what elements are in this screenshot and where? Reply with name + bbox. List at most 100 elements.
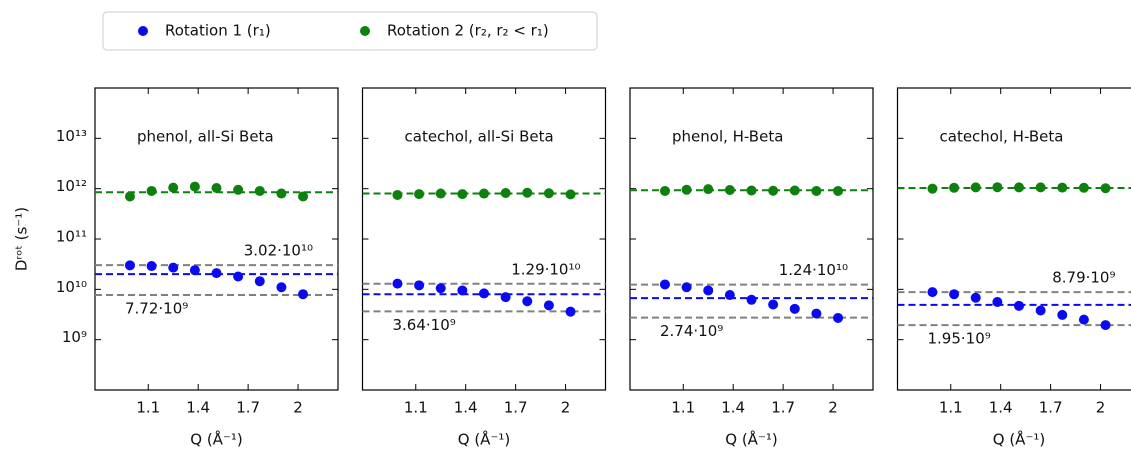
point [681,282,692,293]
x-tick-label: 1.4 [186,399,210,417]
point [1035,305,1046,316]
panel-title: phenol, H-Beta [672,128,783,146]
point [414,189,425,200]
x-tick-label: 2 [293,399,303,417]
point [414,280,425,291]
point [254,276,265,287]
point [565,189,576,200]
point [276,282,287,293]
bound-label: 1.95·10⁹ [928,330,991,348]
x-tick-label: 1.1 [404,399,428,417]
legend-label: Rotation 2 (r₂, r₂ < r₁) [387,22,549,40]
panel-title: catechol, all-Si Beta [405,128,554,146]
x-tick-label: 2 [561,399,571,417]
legend-box [102,11,598,51]
point [949,289,960,300]
point [479,188,489,199]
point [1057,309,1068,320]
point [500,188,511,199]
y-tick-label: 10¹² [56,177,87,195]
point [1057,182,1068,193]
point [146,185,157,196]
x-axis-label: Q (Å⁻¹) [993,430,1045,449]
point [479,288,489,299]
x-axis-label: Q (Å⁻¹) [458,430,510,449]
point [189,265,200,276]
point [168,182,179,193]
point [833,312,844,323]
point [927,183,938,194]
point [746,294,757,305]
point [1014,300,1024,311]
point [168,262,179,273]
point [457,285,468,296]
point [681,184,692,195]
point [500,292,511,303]
bound-label: 2.74·10⁹ [660,322,723,340]
x-axis-label: Q (Å⁻¹) [190,430,242,449]
point [724,290,735,301]
point [189,181,200,192]
bound-label: 1.24·10¹⁰ [779,261,848,279]
legend-label: Rotation 1 (r₁) [165,22,271,40]
bound-label: 7.72·10⁹ [125,299,188,317]
x-tick-label: 1.7 [504,399,528,417]
point [789,185,800,196]
point [703,184,714,195]
bound-label: 3.02·10¹⁰ [244,242,313,260]
point [1100,183,1111,194]
point [124,191,135,202]
point [992,297,1003,308]
y-tick-label: 10¹⁰ [56,278,87,296]
y-tick-label: 10⁹ [62,328,87,346]
x-tick-label: 1.7 [771,399,795,417]
point [768,299,779,310]
point [146,261,157,272]
point [659,279,670,290]
point [565,306,576,317]
point [789,303,800,314]
point [392,278,403,289]
point [970,182,981,193]
point [211,183,222,194]
point [233,271,244,282]
point [724,185,735,196]
y-tick-label: 10¹¹ [56,228,87,246]
bound-label: 3.64·10⁹ [393,316,456,334]
point [435,188,446,199]
point [435,283,446,294]
x-axis-label: Q (Å⁻¹) [725,430,777,449]
point [992,182,1003,193]
panel-title: catechol, H-Beta [940,128,1064,146]
point [1100,320,1111,331]
point [703,285,714,296]
x-tick-label: 1.1 [136,399,160,417]
point [811,185,822,196]
point [1078,314,1089,325]
point [659,185,670,196]
point [927,287,938,298]
point [949,182,960,193]
point [211,268,222,279]
x-tick-label: 1.1 [939,399,963,417]
x-tick-label: 1.4 [989,399,1013,417]
point [1078,182,1089,193]
point [522,187,533,198]
point [254,185,265,196]
x-tick-label: 1.7 [1039,399,1063,417]
point [970,292,981,303]
point [124,260,135,271]
panel-title: phenol, all-Si Beta [137,128,274,146]
point [276,188,287,199]
x-tick-label: 2 [828,399,838,417]
y-tick-label: 10¹³ [56,127,87,145]
x-tick-label: 1.4 [721,399,745,417]
x-tick-label: 1.4 [454,399,478,417]
legend-marker [360,26,370,36]
point [1035,182,1046,193]
point [543,188,554,199]
y-axis-label: Dʳᵒᵗ (s⁻¹) [13,207,31,271]
point [833,185,844,196]
